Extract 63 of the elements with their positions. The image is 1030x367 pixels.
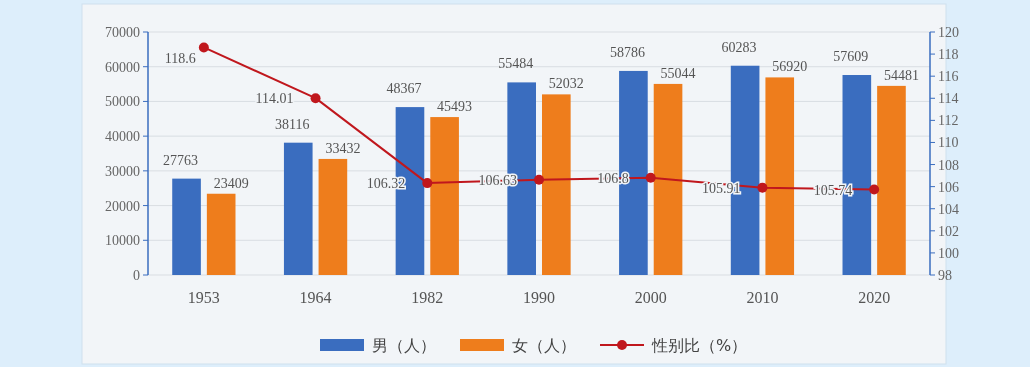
y2-tick-label: 120 [938,25,959,40]
data-label: 56920 [772,59,808,75]
data-label: 106.8 [597,170,629,186]
bar [172,178,201,275]
y2-tick-label: 116 [938,69,959,85]
x-tick-label: 1953 [187,289,220,306]
bar [283,142,313,275]
data-label: 45493 [437,99,473,115]
data-label: 55044 [660,65,696,81]
data-label: 52032 [548,76,584,92]
y-tick-label: 10000 [105,233,140,249]
y2-tick-label: 102 [938,223,959,239]
y2-tick-label: 104 [938,201,959,217]
data-label: 55484 [498,56,534,72]
data-label: 118.6 [164,51,196,67]
legend-label: 性别比（%） [651,336,748,355]
legend-label: 男（人） [372,336,436,355]
y-tick-label: 0 [133,268,140,283]
bar [318,158,348,275]
bar [877,85,906,275]
y-tick-label: 30000 [105,163,140,179]
x-tick-label: 2020 [858,289,891,306]
x-tick-label: 2010 [746,289,779,306]
y2-tick-label: 100 [938,245,959,261]
bar [765,77,795,275]
data-label: 48367 [386,81,422,97]
point [757,182,768,193]
y2-tick-label: 110 [938,135,959,151]
point [422,178,433,189]
bar [206,193,236,275]
data-label: 58786 [609,44,645,60]
legend-label: 女（人） [512,336,576,355]
bar [430,117,459,275]
data-label: 114.01 [255,91,294,107]
data-label: 23409 [213,175,249,191]
x-tick-label: 1990 [523,289,555,306]
point [198,42,209,53]
y2-tick-label: 98 [938,268,952,283]
bar [542,94,571,275]
y-tick-label: 60000 [105,59,140,75]
y2-tick-label: 108 [938,157,959,173]
x-tick-label: 1982 [411,289,444,306]
x-tick-label: 1964 [299,289,332,306]
data-label: 33432 [325,140,361,156]
x-tick-label: 2000 [634,289,667,306]
y2-tick-label: 112 [938,113,959,129]
point [534,174,544,185]
point [645,172,656,183]
y2-tick-label: 106 [938,179,959,195]
y-tick-label: 40000 [105,129,140,145]
data-label: 57609 [833,49,869,65]
point [869,184,880,195]
bar [653,83,683,275]
y2-tick-label: 114 [938,91,959,107]
data-label: 27763 [163,152,199,168]
y2-tick-label: 118 [938,47,959,63]
y-tick-label: 50000 [105,94,140,110]
point [310,93,321,104]
data-label: 38116 [275,116,310,132]
y-tick-label: 20000 [105,198,140,214]
data-label: 60283 [721,39,757,55]
data-label: 54481 [883,67,919,83]
y-tick-label: 70000 [105,25,140,40]
